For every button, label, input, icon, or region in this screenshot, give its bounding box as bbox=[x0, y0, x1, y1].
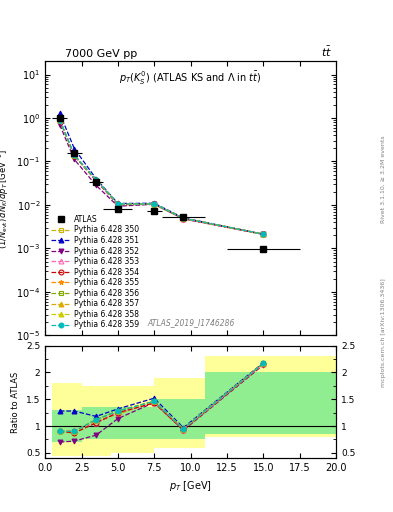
Y-axis label: Ratio to ATLAS: Ratio to ATLAS bbox=[11, 371, 20, 433]
Y-axis label: $(1/N_\mathrm{evt})\,dN_K/dp_T\,[\mathrm{GeV}^{-1}]$: $(1/N_\mathrm{evt})\,dN_K/dp_T\,[\mathrm… bbox=[0, 148, 11, 249]
Legend: ATLAS, Pythia 6.428 350, Pythia 6.428 351, Pythia 6.428 352, Pythia 6.428 353, P: ATLAS, Pythia 6.428 350, Pythia 6.428 35… bbox=[49, 212, 141, 332]
Text: $p_T(K^0_S)$ (ATLAS KS and $\Lambda$ in $t\bar{t}$): $p_T(K^0_S)$ (ATLAS KS and $\Lambda$ in … bbox=[119, 70, 262, 87]
Text: ATLAS_2019_I1746286: ATLAS_2019_I1746286 bbox=[147, 318, 234, 327]
X-axis label: $p_T$ [GeV]: $p_T$ [GeV] bbox=[169, 479, 212, 493]
Text: $t\bar{t}$: $t\bar{t}$ bbox=[321, 45, 332, 59]
Text: 7000 GeV pp: 7000 GeV pp bbox=[65, 49, 137, 59]
Text: mcplots.cern.ch [arXiv:1306.3436]: mcplots.cern.ch [arXiv:1306.3436] bbox=[381, 279, 386, 387]
Text: Rivet 3.1.10, ≥ 3.2M events: Rivet 3.1.10, ≥ 3.2M events bbox=[381, 135, 386, 223]
